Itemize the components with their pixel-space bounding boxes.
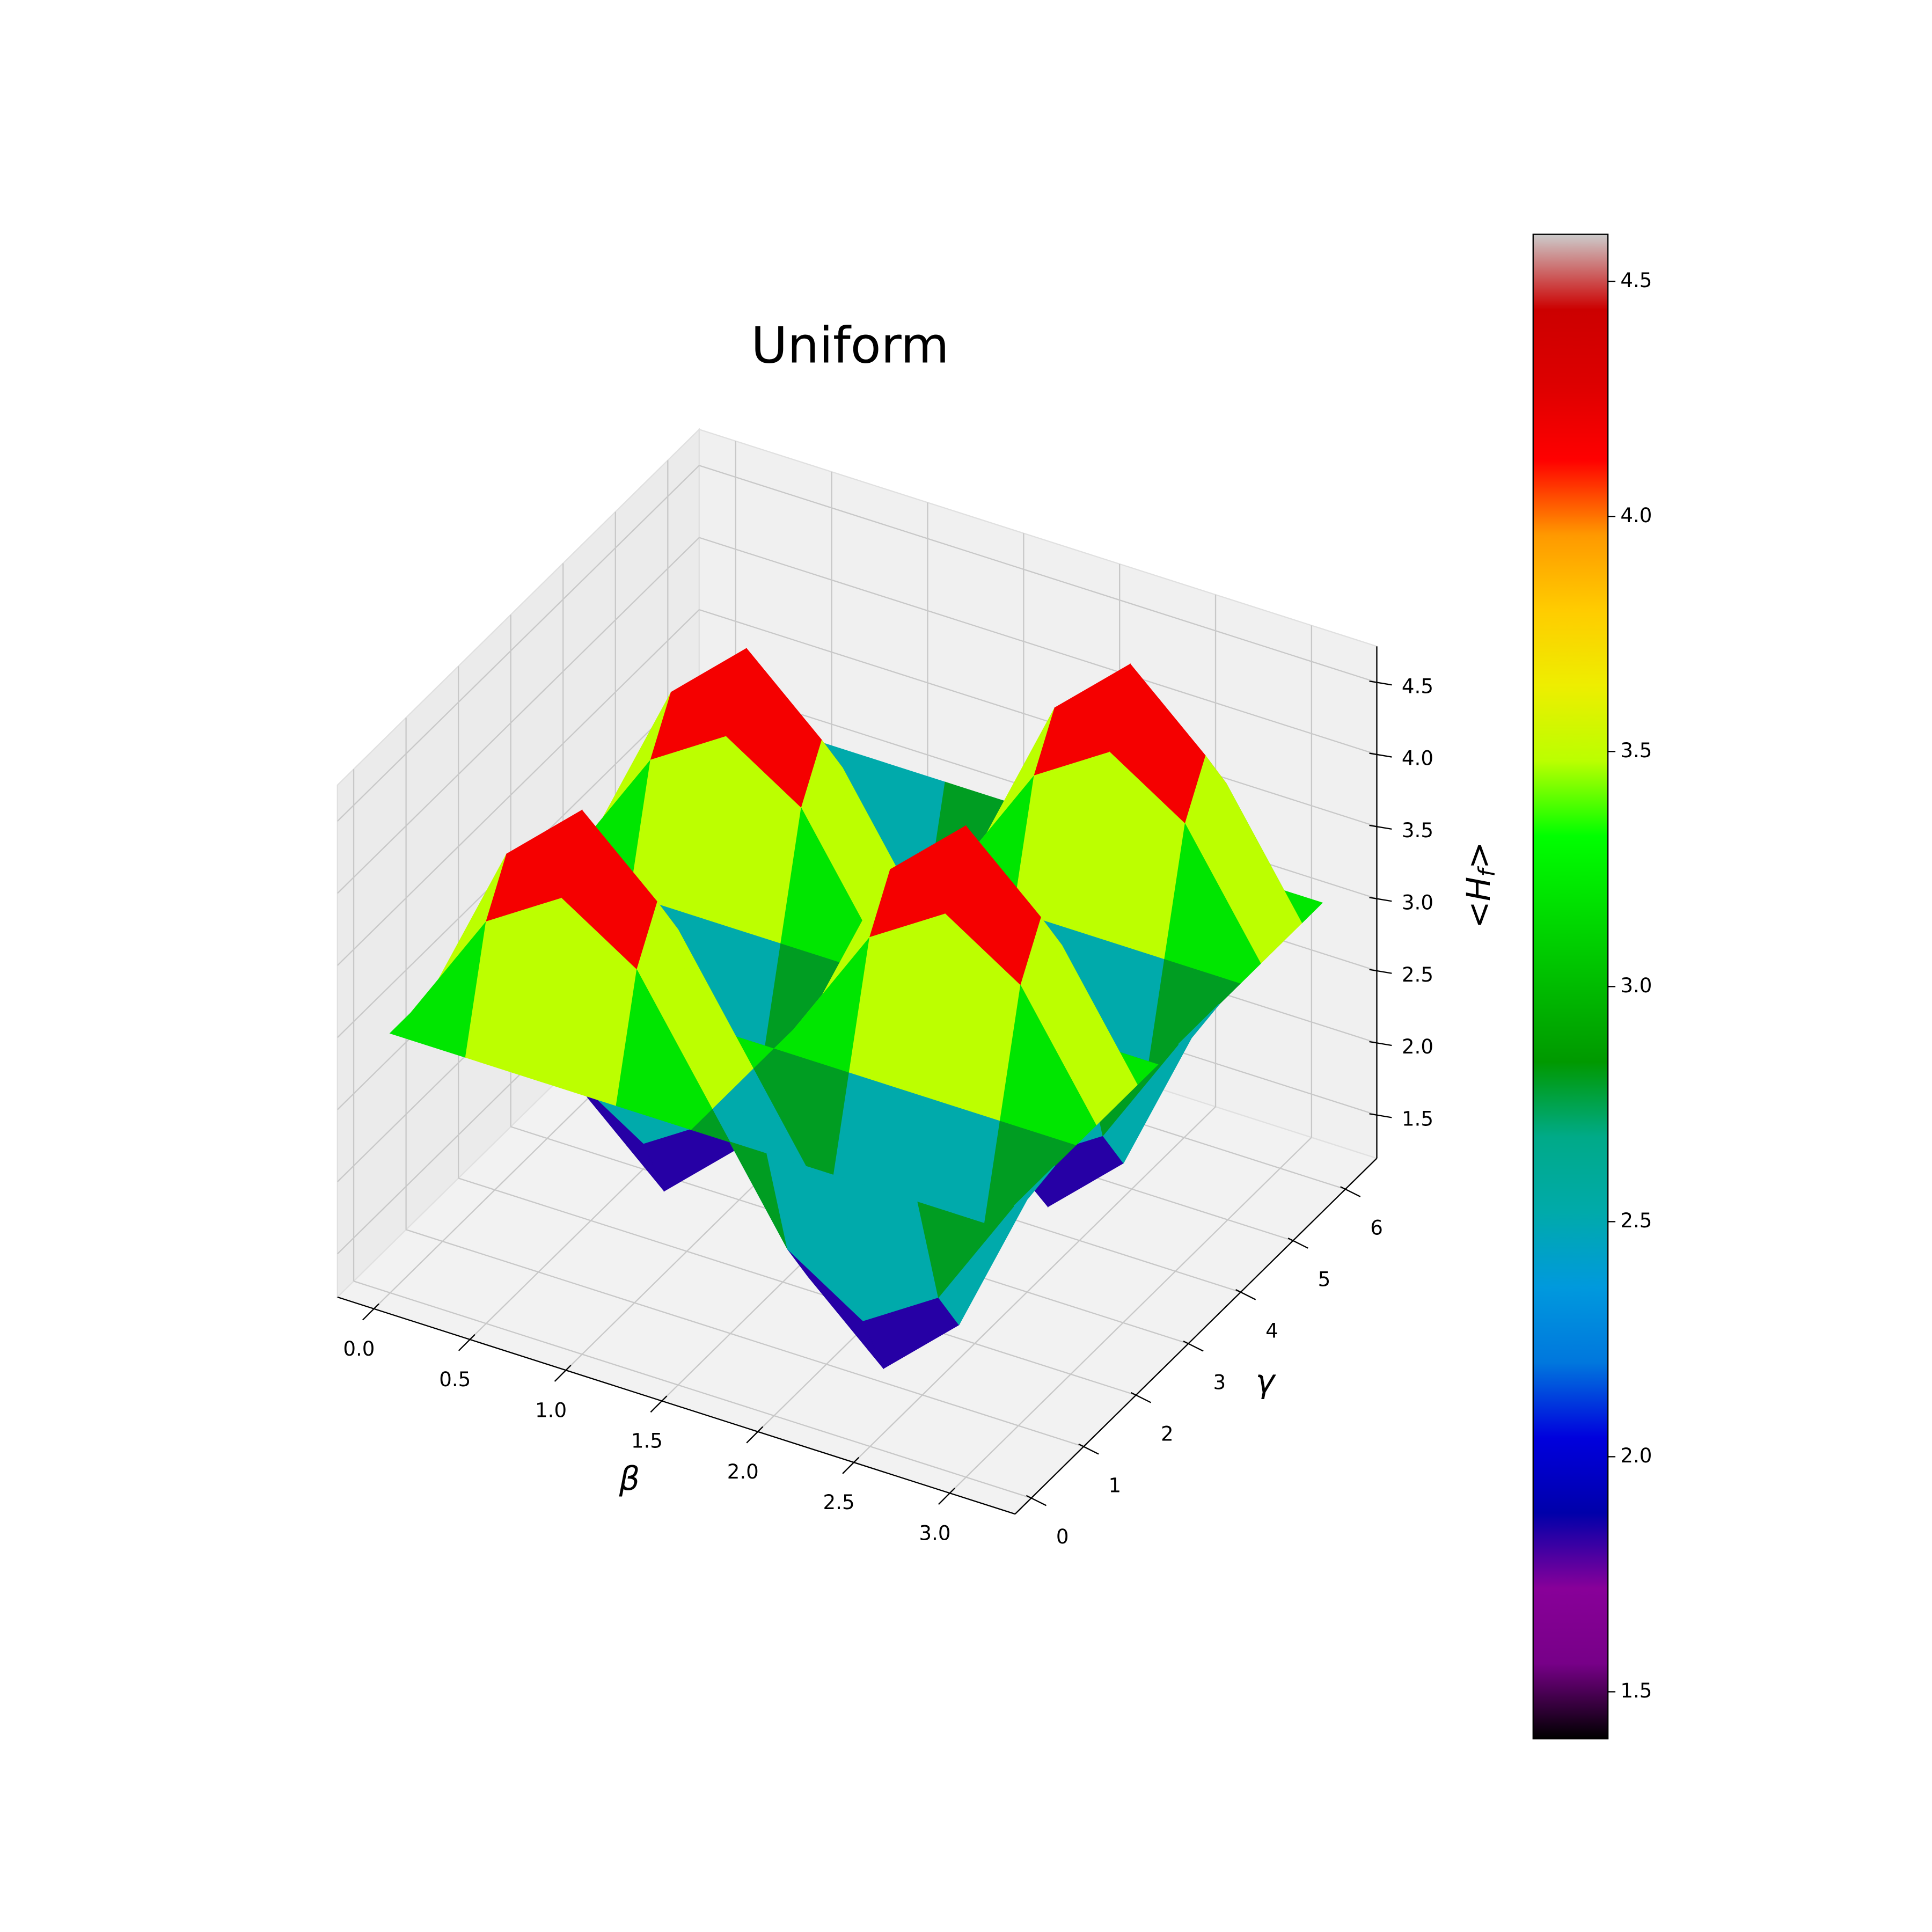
grid-line	[699, 609, 1377, 828]
y-tick-label: 3	[1213, 1371, 1226, 1394]
grid-line	[949, 1137, 1312, 1494]
colorbar-tick-label: 2.0	[1620, 1444, 1652, 1467]
y-axis-label: γ	[1256, 1363, 1277, 1401]
grid-line	[337, 537, 700, 894]
y-tick	[1340, 1186, 1361, 1197]
y-tick-label: 6	[1370, 1217, 1383, 1240]
x-tick-label: 0.0	[343, 1337, 375, 1360]
z-axis-label: <Hf>	[1460, 841, 1500, 928]
z-tick	[1369, 897, 1392, 902]
colorbar-tick-label: 4.5	[1620, 269, 1652, 292]
grid-line	[699, 537, 1377, 756]
surface-patch	[917, 1202, 1014, 1298]
z-tick	[1369, 1113, 1392, 1118]
grid-line	[353, 1280, 1032, 1499]
y-tick	[1287, 1238, 1308, 1249]
grid-line	[458, 1177, 1137, 1396]
x-tick	[362, 1303, 379, 1321]
y-tick-label: 2	[1161, 1422, 1174, 1445]
x-tick	[554, 1365, 572, 1382]
z-tick	[1369, 969, 1392, 974]
grid-line	[699, 465, 1377, 683]
x-tick	[650, 1395, 668, 1413]
z-tick-label: 4.0	[1402, 747, 1433, 770]
z-tick-label: 2.0	[1402, 1035, 1433, 1058]
y-tick-label: 4	[1265, 1320, 1278, 1343]
x-tick	[938, 1488, 955, 1505]
x-tick-label: 2.5	[823, 1491, 855, 1514]
grid-line	[406, 1229, 1084, 1447]
x-axis-label: β	[619, 1460, 640, 1498]
y-tick	[1130, 1392, 1152, 1403]
z-tick	[1369, 824, 1392, 830]
z-label-part: f	[1474, 866, 1500, 877]
x-tick-label: 1.5	[631, 1430, 663, 1453]
z-tick-label: 3.0	[1402, 891, 1433, 914]
y-tick	[1078, 1443, 1099, 1455]
x-tick	[842, 1457, 860, 1474]
chart-title: Uniform	[751, 317, 949, 375]
z-label-part: <	[1460, 901, 1498, 928]
z-tick	[1369, 1041, 1392, 1046]
colorbar-tick-label: 3.5	[1620, 739, 1652, 762]
z-tick	[1369, 752, 1392, 758]
y-tick	[1183, 1340, 1204, 1352]
colorbar-tick-label: 4.0	[1620, 504, 1652, 527]
x-tick	[458, 1334, 475, 1351]
x-tick-label: 1.0	[535, 1399, 567, 1422]
grid-line	[337, 609, 700, 966]
grid-line	[337, 465, 700, 822]
z-tick-label: 1.5	[1402, 1107, 1433, 1130]
y-tick-label: 5	[1318, 1268, 1331, 1291]
z-label-part: H	[1460, 877, 1498, 901]
x-tick	[746, 1426, 764, 1444]
x-tick-label: 0.5	[439, 1368, 471, 1391]
z-tick-label: 4.5	[1402, 675, 1433, 698]
y-tick-label: 0	[1056, 1525, 1069, 1548]
y-tick	[1026, 1495, 1047, 1506]
grid-line	[853, 1106, 1216, 1463]
x-axis-line	[337, 1296, 1015, 1515]
x-tick-label: 3.0	[919, 1521, 950, 1545]
z-tick-label: 2.5	[1402, 963, 1433, 986]
z-label-part: >	[1460, 841, 1498, 869]
y-axis-line	[1014, 1158, 1378, 1514]
colorbar-tick-label: 2.5	[1620, 1209, 1652, 1232]
y-tick-label: 1	[1108, 1474, 1121, 1497]
x-tick-label: 2.0	[727, 1460, 759, 1483]
z-tick	[1369, 680, 1392, 686]
colorbar-tick-label: 1.5	[1620, 1679, 1652, 1702]
y-tick	[1235, 1289, 1256, 1300]
z-tick-label: 3.5	[1402, 819, 1433, 842]
colorbar-tick-label: 3.0	[1620, 974, 1652, 997]
colorbar	[1532, 233, 1609, 1740]
